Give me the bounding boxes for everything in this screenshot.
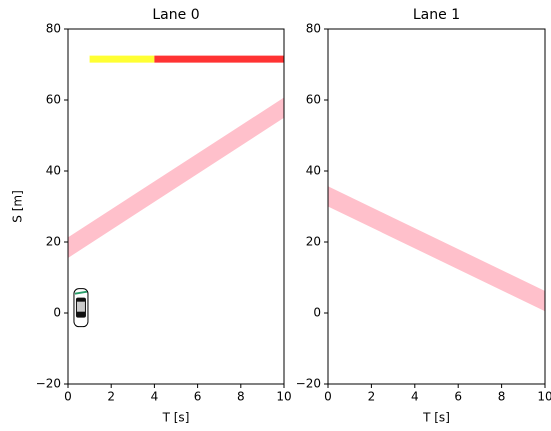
y-tick-label: 20 [306, 235, 321, 249]
y-tick-label: 40 [46, 164, 61, 178]
y-tick-label: 80 [306, 22, 321, 36]
y-tick-label: 60 [46, 93, 61, 107]
plot-area [68, 59, 284, 327]
x-axis-label: T [s] [422, 411, 450, 425]
x-tick-label: 2 [107, 390, 115, 404]
band [68, 98, 284, 258]
y-tick-label: 0 [313, 306, 321, 320]
band [328, 186, 545, 311]
x-tick-label: 10 [537, 390, 551, 404]
plot-area [328, 186, 545, 311]
y-axis-label: S [m] [11, 190, 25, 222]
y-tick-label: −20 [36, 377, 61, 391]
x-tick-label: 2 [368, 390, 376, 404]
x-tick-label: 6 [194, 390, 202, 404]
x-axis-label: T [s] [162, 411, 190, 425]
x-tick-label: 4 [411, 390, 419, 404]
car-window [77, 302, 85, 312]
y-tick-label: 40 [306, 164, 321, 178]
x-tick-label: 10 [276, 390, 291, 404]
y-tick-label: 0 [53, 306, 61, 320]
figure: 0246810−20020406080Lane 0T [s]S [m]02468… [0, 0, 551, 431]
y-tick-label: −20 [296, 377, 321, 391]
axes-frame [68, 29, 284, 384]
chart-title: Lane 1 [413, 7, 460, 23]
x-tick-label: 0 [64, 390, 72, 404]
x-tick-label: 6 [454, 390, 462, 404]
y-tick-label: 80 [46, 22, 61, 36]
y-tick-label: 20 [46, 235, 61, 249]
x-tick-label: 8 [498, 390, 506, 404]
x-tick-label: 8 [237, 390, 245, 404]
y-tick-label: 60 [306, 93, 321, 107]
x-tick-label: 4 [151, 390, 159, 404]
ego-vehicle [74, 289, 88, 327]
chart-title: Lane 0 [152, 7, 199, 23]
x-tick-label: 0 [324, 390, 332, 404]
